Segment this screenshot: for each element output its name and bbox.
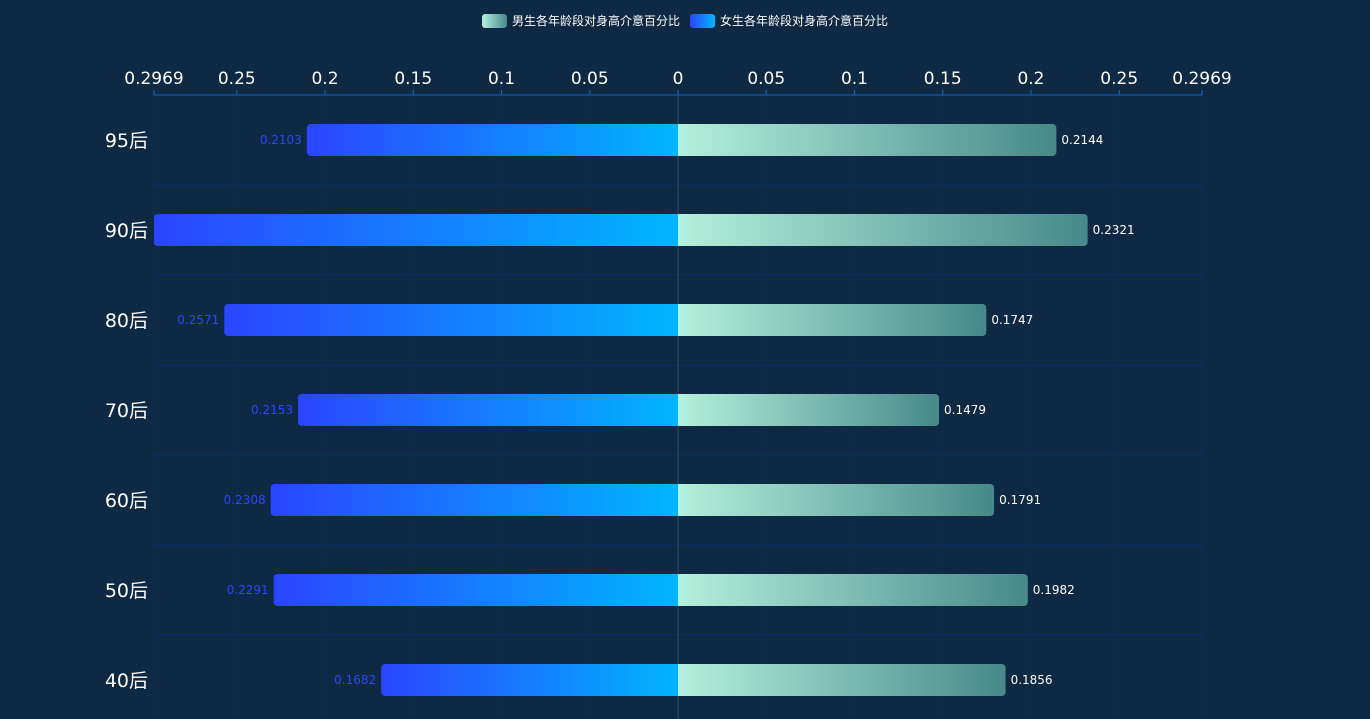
male-value-label: 0.1747 [991,313,1033,327]
male-bar [678,664,1006,696]
female-bar [273,574,682,606]
female-bar [224,304,683,336]
male-value-label: 0.1791 [999,493,1041,507]
x-tick-label: 0.05 [571,69,609,89]
male-bar-inner-edge [678,214,684,246]
category-label: 95后 [105,130,148,152]
x-tick-label: 0.05 [747,69,785,89]
grid [153,95,1203,719]
male-bar-inner-edge [678,664,684,696]
x-tick-label: 0 [673,69,684,89]
male-value-label: 0.1982 [1033,583,1075,597]
x-tick-label: 0.25 [1100,69,1138,89]
category-label: 50后 [105,580,148,602]
labels: 95后 0.2103 0.2144 90后 0.2321 80后 0.2571 0.1747 7… [105,130,1135,692]
x-tick-label: 0.2969 [124,69,183,89]
legend-swatch-male [481,13,507,28]
legend-item-male[interactable]: 男生各年龄段对身高介意百分比 [481,12,680,29]
male-bar [678,394,940,426]
x-tick-label: 0.2969 [1172,69,1231,89]
male-bar-inner-edge [678,574,684,606]
x-tick-label: 0.1 [841,69,868,89]
x-tick-label: 0.2 [311,69,338,89]
x-axis: 0.2969 0.25 0.2 0.15 0.1 0.05 0 0.05 0.1 0.15 0.2 0… [124,69,1232,96]
male-value-label: 0.2321 [1093,223,1135,237]
x-tick-label: 0.2 [1017,69,1044,89]
female-bar [381,664,682,696]
male-bar-inner-edge [678,484,684,516]
male-bar [678,214,1088,246]
legend-swatch-female [690,13,715,28]
female-value-label: 0.2103 [260,133,302,147]
female-value-label: 0.2153 [251,403,293,417]
legend-item-female[interactable]: 女生各年龄段对身高介意百分比 [690,12,888,29]
category-label: 90后 [105,220,148,242]
female-bar [270,484,682,516]
male-bar [678,484,995,516]
category-label: 80后 [105,310,148,332]
male-value-label: 0.2144 [1061,133,1103,147]
male-bar [678,124,1057,156]
legend: 男生各年龄段对身高介意百分比 女生各年龄段对身高介意百分比 [0,12,1370,29]
female-bar [298,394,682,426]
male-bar-inner-edge [678,304,684,336]
x-tick-label: 0.15 [394,69,432,89]
male-bar [678,304,987,336]
category-label: 60后 [105,490,148,512]
female-bar [154,214,682,246]
male-value-label: 0.1479 [944,403,986,417]
female-value-label: 0.1682 [334,673,376,687]
male-bar [678,574,1028,606]
legend-label-female: 女生各年龄段对身高介意百分比 [720,14,889,28]
legend-label-male: 男生各年龄段对身高介意百分比 [511,14,680,28]
x-tick-label: 0.25 [218,69,256,89]
category-label: 40后 [105,670,148,692]
male-bar-inner-edge [678,124,684,156]
male-bar-inner-edge [678,394,684,426]
female-value-label: 0.2308 [224,493,266,507]
female-value-label: 0.2571 [177,313,219,327]
male-value-label: 0.1856 [1011,673,1053,687]
female-bar [306,124,682,156]
bars [154,124,1088,696]
category-label: 70后 [105,400,148,422]
female-value-label: 0.2291 [227,583,269,597]
x-tick-label: 0.15 [924,69,962,89]
x-tick-label: 0.1 [488,69,515,89]
